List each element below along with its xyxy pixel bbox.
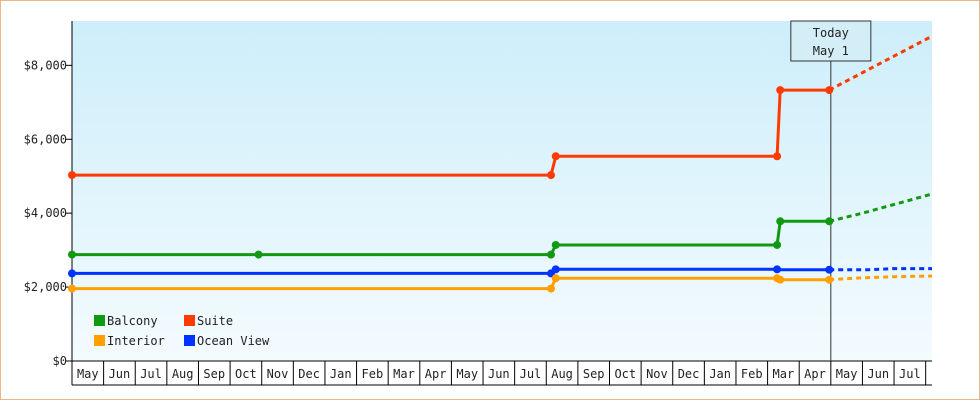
x-tick-label: Jul [520, 367, 542, 381]
legend-label: Balcony [107, 314, 158, 328]
data-point-balcony [773, 240, 782, 249]
data-point-balcony [776, 217, 785, 226]
series-forecast-balcony [828, 192, 933, 223]
x-axis: May Jun Jul Aug Sep Oct Nov Dec Jan Feb Mar Apr May J… [71, 360, 932, 386]
data-point-interior [825, 275, 834, 284]
data-point-interior [551, 274, 560, 283]
x-tick-label: Mar [393, 367, 415, 381]
data-point-interior [68, 284, 76, 293]
y-tick-label: $4,000 [24, 206, 67, 220]
x-tick-label: Sep [583, 367, 605, 381]
x-tick-label: Jun [867, 367, 889, 381]
data-point-suite [825, 86, 834, 95]
x-tick-label: Jan [709, 367, 731, 381]
x-tick-label: Apr [425, 367, 447, 381]
data-point-ocean-view [68, 269, 76, 278]
series-line-interior [72, 276, 830, 291]
data-point-balcony [254, 250, 263, 259]
data-point-balcony [551, 240, 560, 249]
plot-background [72, 21, 932, 361]
legend-swatch [184, 335, 195, 346]
y-axis: $0 $2,000 $4,000 $6,000 $8,000 [24, 21, 73, 368]
series-line-ocean-view [72, 267, 830, 275]
x-tick-label: Mar [773, 367, 795, 381]
series-forecast-suite [828, 34, 933, 92]
x-tick-label: Oct [235, 367, 257, 381]
x-tick-label: Feb [362, 367, 384, 381]
data-point-suite [776, 86, 785, 95]
data-point-ocean-view [551, 265, 560, 274]
data-point-balcony [825, 217, 834, 226]
x-tick-label: Nov [646, 367, 668, 381]
x-tick-label: Nov [267, 367, 289, 381]
legend-swatch [94, 335, 105, 346]
x-tick-label: Apr [804, 367, 826, 381]
today-box [790, 20, 872, 62]
y-tick-label: $6,000 [24, 132, 67, 146]
x-tick-label: Oct [614, 367, 636, 381]
legend: Balcony Suite Interior Ocean View [94, 314, 270, 348]
x-tick-label: Jun [109, 367, 131, 381]
y-tick-label: $2,000 [24, 280, 67, 294]
y-tick-label: $0 [53, 354, 67, 368]
x-tick-label: Dec [298, 367, 320, 381]
data-point-ocean-view [825, 265, 834, 274]
x-tick-label: Jul [899, 367, 921, 381]
data-point-suite [551, 152, 560, 161]
data-point-interior [776, 275, 785, 284]
legend-label: Suite [197, 314, 233, 328]
today-label: Today [813, 26, 849, 40]
legend-swatch [94, 315, 105, 326]
series-group [68, 34, 933, 293]
x-tick-label: Dec [678, 367, 700, 381]
legend-swatch [184, 315, 195, 326]
x-tick-label: May [836, 367, 858, 381]
y-tick-label: $8,000 [24, 58, 67, 72]
data-point-interior [547, 284, 556, 293]
data-point-suite [547, 171, 556, 180]
data-point-suite [68, 171, 76, 180]
data-point-suite [773, 152, 782, 161]
data-point-balcony [547, 250, 556, 259]
x-tick-label: Aug [551, 367, 573, 381]
series-line-balcony [72, 219, 830, 257]
data-point-ocean-view [773, 265, 782, 274]
today-date: May 1 [813, 44, 849, 58]
x-tick-label: Aug [172, 367, 194, 381]
series-forecast-interior [829, 274, 933, 282]
data-point-balcony [68, 250, 76, 259]
legend-label: Ocean View [197, 334, 270, 348]
x-tick-label: Sep [203, 367, 225, 381]
series-forecast-ocean-view [829, 267, 932, 272]
x-tick-label: Jan [330, 367, 352, 381]
x-tick-label: Feb [741, 367, 763, 381]
legend-label: Interior [107, 334, 165, 348]
x-tick-label: Jun [488, 367, 510, 381]
x-tick-label: May [77, 367, 99, 381]
x-tick-label: Jul [140, 367, 162, 381]
x-tick-label: May [456, 367, 478, 381]
today-marker: Today May 1 [790, 20, 872, 361]
series-line-suite [72, 88, 830, 177]
